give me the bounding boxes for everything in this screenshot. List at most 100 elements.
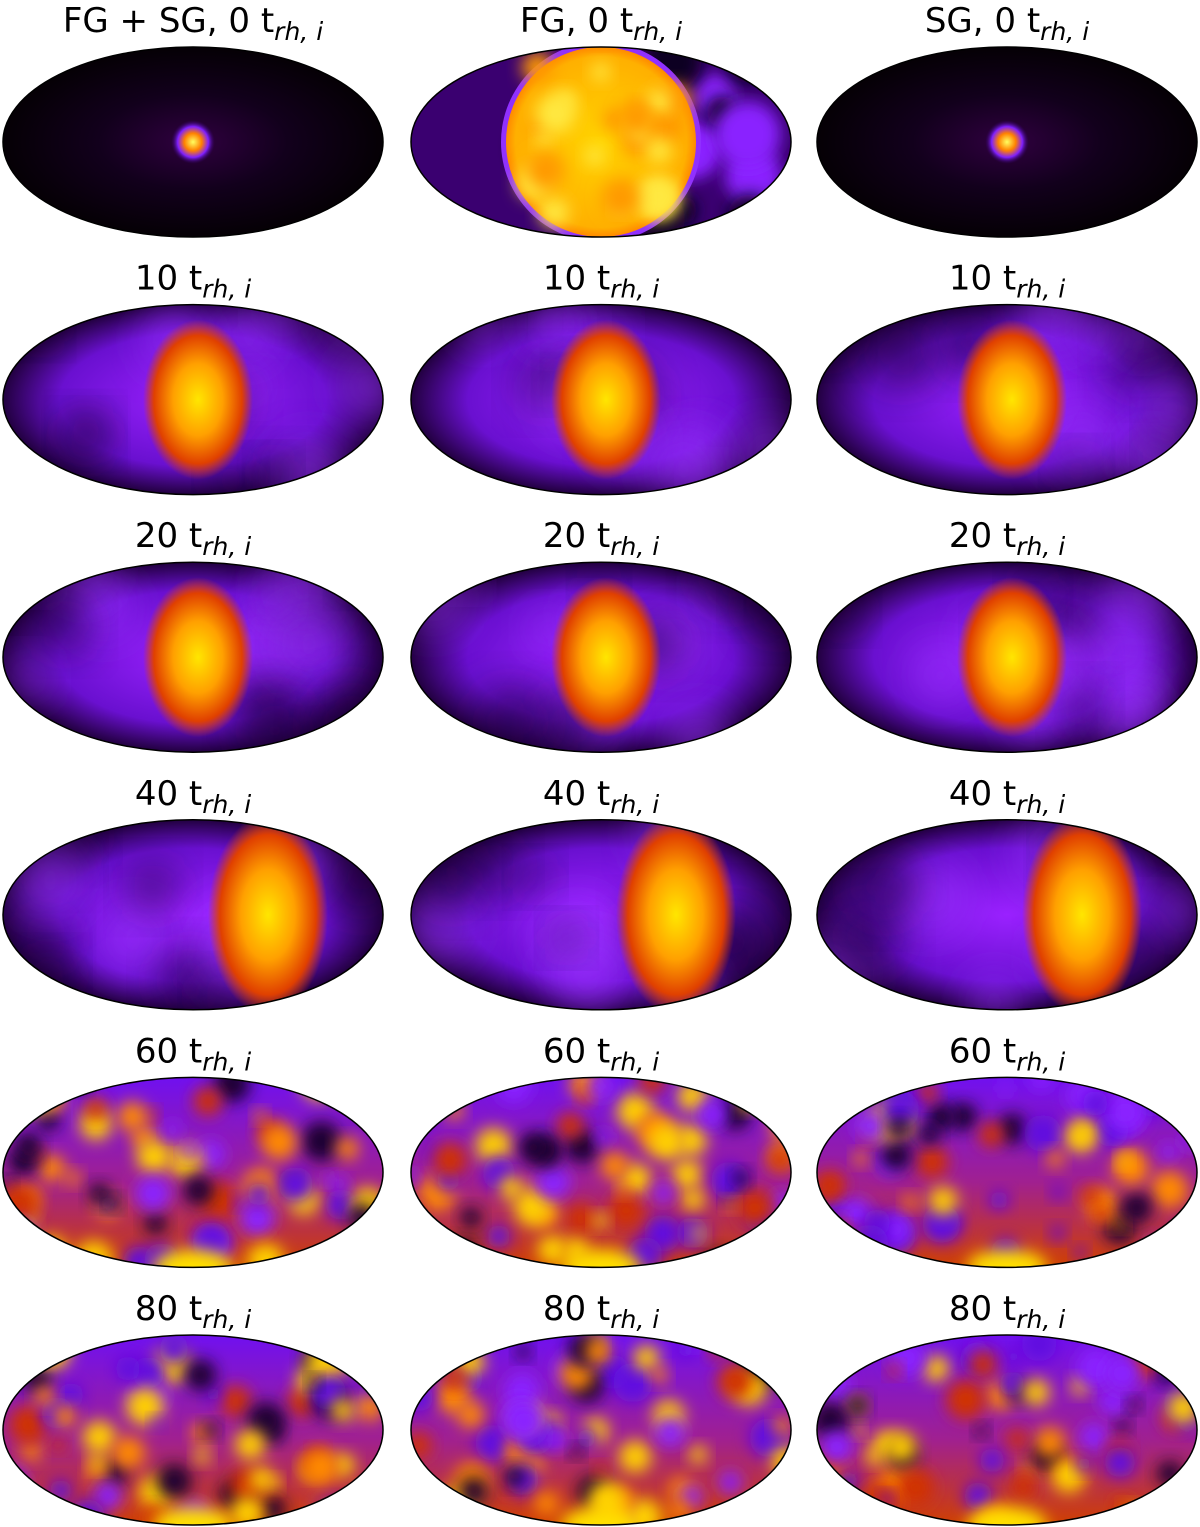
blob [515,1344,531,1359]
title-subscript: rh, i [202,790,251,819]
panel-title: 60 trh, i [949,1031,1065,1076]
blob [588,1077,614,1099]
sky-map [411,47,791,237]
blob [1022,1379,1050,1406]
blob [724,1197,737,1211]
blob [213,1077,251,1103]
blob [1157,1364,1177,1385]
blob [15,1132,42,1159]
blob [156,1463,192,1499]
title-text: 40 t [135,774,202,814]
blob [648,1123,686,1161]
title-subscript: rh, i [633,17,682,46]
title-text: SG, 0 t [925,1,1040,41]
blob [74,1241,113,1268]
blob [325,1189,357,1221]
blob [576,1428,597,1449]
title-subscript: rh, i [1016,1305,1065,1334]
blob [220,1386,251,1417]
blob [1050,1185,1066,1200]
blob [326,1077,346,1097]
title-subscript: rh, i [610,275,659,304]
blob [125,1387,164,1426]
blob [66,1170,81,1186]
bottom-glow [561,1249,641,1268]
panel-title: 60 trh, i [135,1031,251,1076]
blob [647,432,720,495]
blob [1115,1418,1130,1433]
blob [616,1184,630,1197]
blob [193,1087,222,1116]
blob [431,1083,456,1108]
map-outline [2,1334,384,1526]
blob [526,304,574,348]
blob [339,562,374,595]
blob [369,1480,383,1496]
blob [465,1335,489,1352]
blob [817,1243,837,1268]
sky-map [817,304,1197,495]
hot-region [551,319,661,480]
title-subscript: rh, i [1016,790,1065,819]
panel-title: FG, 0 trh, i [520,1,682,46]
blob [565,1203,596,1234]
blob [681,1188,705,1211]
panel-title: SG, 0 trh, i [925,1,1089,46]
sky-map [817,819,1197,1010]
hot-region [143,577,253,738]
blob [843,1335,864,1346]
blob [1112,1149,1149,1186]
panel-title: 40 trh, i [949,774,1065,819]
blob [591,62,611,82]
blob [647,115,670,138]
blob [537,1234,568,1265]
blob [689,1445,707,1464]
blob [460,1207,482,1229]
blob [1145,1236,1167,1258]
blob [601,178,640,217]
blob [96,902,170,976]
title-text: 80 t [949,1289,1016,1329]
blob [1171,1219,1197,1257]
blob [1007,1428,1028,1450]
blob [1126,1397,1140,1411]
sky-map [817,1335,1197,1525]
blob [50,1436,66,1451]
blob [928,1186,958,1216]
blob [235,1429,266,1460]
blob [903,1194,918,1210]
panel-title: 40 trh, i [135,774,251,819]
blob [483,1251,499,1267]
blob [411,1383,434,1412]
blob [638,176,679,217]
blob [769,1107,791,1144]
blob [1098,1387,1127,1416]
blob [645,89,671,115]
blob [819,1484,852,1516]
blob [820,1430,854,1464]
blob [1081,1185,1101,1206]
blob [331,1175,348,1192]
blob [202,1422,218,1438]
blob [324,304,383,349]
blob [665,707,732,753]
blob [536,1164,571,1200]
core [985,120,1029,164]
blob [300,1077,339,1101]
blob [42,1087,57,1102]
blob [315,1494,345,1523]
blob [817,1170,845,1199]
panel-title: 10 trh, i [135,259,251,304]
blob [411,1204,423,1229]
blob [128,862,179,913]
blob [71,1077,88,1092]
blob [356,1483,370,1497]
blob [557,1112,584,1139]
blob [1120,307,1166,354]
blob [852,854,917,920]
blob [239,1200,275,1237]
blob [774,1106,791,1126]
blob [887,1363,901,1377]
map-outline [410,1334,792,1526]
blob [526,151,565,189]
